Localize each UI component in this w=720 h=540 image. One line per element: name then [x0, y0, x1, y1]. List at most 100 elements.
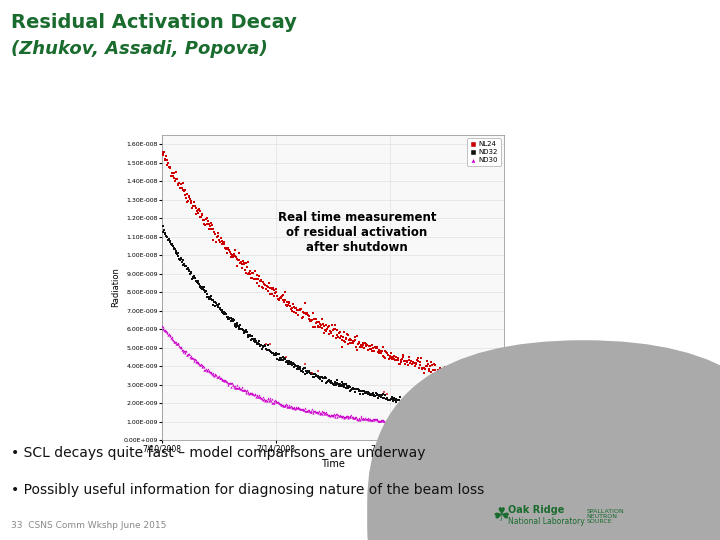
Point	[277, 295, 289, 304]
Point	[274, 353, 286, 362]
Point	[490, 408, 502, 416]
Point	[278, 354, 289, 362]
Point	[394, 360, 405, 368]
Point	[158, 228, 169, 237]
Point	[335, 381, 346, 389]
Point	[220, 376, 231, 385]
Point	[415, 418, 426, 427]
Point	[428, 370, 439, 379]
Point	[487, 422, 499, 430]
Text: SOURCE: SOURCE	[587, 518, 613, 524]
Point	[382, 394, 393, 403]
Point	[472, 406, 483, 415]
Point	[405, 419, 417, 428]
Point	[308, 373, 320, 381]
Point	[492, 412, 504, 421]
Point	[498, 381, 509, 390]
Point	[450, 375, 462, 384]
Point	[399, 356, 410, 365]
Point	[456, 405, 468, 414]
Point	[495, 410, 506, 419]
Point	[469, 374, 480, 382]
Point	[190, 276, 202, 285]
Point	[315, 375, 326, 383]
Point	[258, 342, 269, 351]
Point	[410, 400, 422, 409]
Point	[449, 366, 461, 375]
Point	[477, 421, 489, 429]
Point	[292, 310, 304, 319]
Point	[376, 348, 387, 357]
Point	[320, 373, 331, 381]
Point	[338, 382, 350, 391]
Point	[423, 418, 435, 427]
Point	[418, 419, 429, 428]
Point	[249, 275, 261, 284]
Point	[346, 411, 357, 420]
Point	[251, 339, 262, 348]
Point	[297, 364, 308, 373]
Text: National Laboratory: National Laboratory	[508, 517, 585, 525]
Point	[247, 273, 258, 282]
Point	[205, 292, 217, 300]
Point	[392, 395, 403, 404]
Point	[420, 398, 431, 407]
Point	[240, 388, 252, 397]
Point	[331, 412, 343, 421]
Point	[413, 419, 425, 428]
Point	[418, 417, 430, 426]
Point	[473, 407, 485, 416]
Point	[395, 357, 406, 366]
Point	[277, 291, 289, 300]
Point	[294, 362, 305, 371]
Point	[192, 278, 203, 286]
Point	[421, 417, 433, 426]
Point	[229, 246, 240, 254]
Point	[472, 405, 484, 414]
Point	[363, 389, 374, 398]
Point	[164, 330, 176, 339]
Point	[320, 409, 331, 417]
Point	[412, 357, 423, 366]
Point	[220, 310, 232, 319]
Point	[169, 244, 181, 253]
Point	[491, 409, 503, 417]
Point	[282, 403, 293, 411]
Point	[374, 392, 386, 401]
Point	[419, 364, 431, 373]
Point	[390, 395, 402, 403]
Point	[165, 334, 176, 342]
Point	[343, 335, 355, 344]
Point	[456, 420, 468, 429]
Point	[181, 265, 192, 273]
Point	[379, 346, 391, 355]
Point	[377, 352, 389, 360]
Point	[247, 334, 258, 343]
Point	[418, 364, 429, 373]
Point	[314, 373, 325, 381]
Point	[458, 420, 469, 428]
Point	[238, 385, 249, 394]
Point	[319, 410, 330, 418]
Point	[403, 356, 415, 364]
Point	[450, 405, 462, 414]
Point	[372, 417, 384, 426]
Point	[251, 279, 263, 287]
Point	[388, 417, 400, 426]
Point	[318, 374, 329, 382]
Point	[199, 219, 210, 228]
Point	[352, 416, 364, 424]
Point	[360, 415, 372, 423]
Point	[238, 328, 250, 337]
Point	[189, 357, 200, 366]
Point	[423, 401, 434, 409]
Point	[422, 360, 433, 368]
Point	[301, 367, 312, 376]
Point	[241, 263, 253, 272]
Point	[258, 393, 269, 401]
Point	[292, 361, 303, 370]
Point	[281, 302, 292, 310]
Point	[246, 335, 257, 344]
Point	[492, 373, 504, 381]
Point	[419, 420, 431, 428]
